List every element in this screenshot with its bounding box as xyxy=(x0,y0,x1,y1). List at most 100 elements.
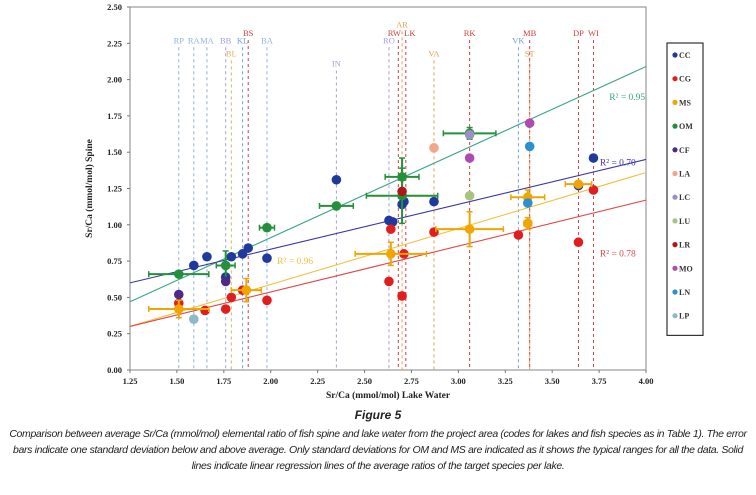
x-tick-label: 2.75 xyxy=(404,376,419,386)
x-tick-label: 3.50 xyxy=(545,376,560,386)
legend-label-ln: LN xyxy=(679,288,690,297)
lake-label-dp: DP xyxy=(573,28,584,38)
plot-area xyxy=(129,6,647,371)
lake-label-kl: KL xyxy=(237,35,248,45)
lake-label-wi: WI xyxy=(588,28,599,38)
data-point-ms xyxy=(573,179,584,189)
data-point-cg xyxy=(573,237,584,248)
legend-marker-cf xyxy=(672,147,678,153)
lake-label-mb: MB xyxy=(523,28,537,38)
data-point-ms xyxy=(173,304,184,314)
data-point-om xyxy=(173,269,184,279)
data-point-lc xyxy=(464,129,475,140)
x-tick-label: 1.75 xyxy=(216,376,231,386)
x-tick-label: 1.25 xyxy=(123,376,138,386)
legend-label-om: OM xyxy=(679,122,693,131)
y-tick-label: 2.25 xyxy=(107,38,122,48)
data-point-ms xyxy=(386,249,396,259)
legend-marker-ln xyxy=(672,289,678,295)
data-point-cg xyxy=(220,304,231,314)
lake-label-ba: BA xyxy=(261,35,274,45)
data-point-cc xyxy=(243,243,254,253)
x-tick-label: 3.00 xyxy=(451,376,466,386)
y-tick-label: 0.25 xyxy=(107,329,122,339)
y-tick-label: 2.00 xyxy=(107,75,122,85)
lake-label-ra: RA xyxy=(188,35,201,45)
legend-marker-lu xyxy=(672,218,678,224)
y-tick-label: 1.00 xyxy=(107,220,122,230)
legend-label-cc: CC xyxy=(679,51,691,60)
lake-label-vk: VK xyxy=(512,35,525,45)
data-point-cf xyxy=(173,289,184,300)
data-point-ln xyxy=(524,141,535,152)
data-point-om xyxy=(262,222,272,233)
data-point-lu xyxy=(464,190,475,201)
figure-label: Figure 5 xyxy=(354,408,402,422)
y-tick-label: 0.75 xyxy=(107,256,122,266)
lake-label-st: ST xyxy=(525,48,536,58)
data-point-cc xyxy=(429,196,439,207)
x-tick-label: 2.25 xyxy=(310,376,325,386)
data-point-cg xyxy=(386,224,396,234)
lake-label-bb: BB xyxy=(220,35,232,45)
x-tick-label: 3.25 xyxy=(498,376,513,386)
x-tick-label: 1.50 xyxy=(169,376,184,386)
lake-label-ma: MA xyxy=(200,35,215,45)
data-point-ms xyxy=(522,218,533,229)
lake-label-rp: RP xyxy=(174,35,185,45)
legend-label-lc: LC xyxy=(679,193,690,202)
legend-marker-om xyxy=(672,123,678,129)
data-point-mo xyxy=(524,118,535,128)
y-tick-label: 1.75 xyxy=(107,111,122,121)
legend-marker-lp xyxy=(672,313,678,319)
data-point-om xyxy=(220,260,231,271)
legend xyxy=(666,42,704,336)
lake-label-va: VA xyxy=(428,48,440,58)
legend-label-ms: MS xyxy=(679,98,692,107)
data-point-cc xyxy=(226,251,237,262)
legend-marker-lc xyxy=(672,194,678,200)
lake-label-ar: AR xyxy=(396,19,408,29)
r-squared-label-om: R² = 0.95 xyxy=(609,93,645,103)
lake-label-bl: BL xyxy=(226,48,237,58)
data-point-cc xyxy=(202,251,212,262)
data-point-cg xyxy=(588,185,599,195)
x-tick-label: 2.00 xyxy=(263,376,278,386)
data-point-cc xyxy=(262,253,272,263)
data-point-cg xyxy=(397,291,407,301)
y-tick-label: 0.00 xyxy=(107,365,122,375)
lake-label-in: IN xyxy=(332,59,341,69)
legend-label-cf: CF xyxy=(679,146,690,155)
lake-label-ro: RO xyxy=(383,35,395,45)
legend-marker-ms xyxy=(672,99,678,105)
lake-label-bs: BS xyxy=(243,28,254,38)
data-point-cc xyxy=(387,217,398,227)
legend-label-lu: LU xyxy=(679,217,690,226)
y-tick-label: 2.50 xyxy=(107,2,122,12)
data-point-cg xyxy=(384,276,394,287)
x-axis-label: Sr/Ca (mmol/mol) Lake Water xyxy=(326,390,451,401)
data-point-om xyxy=(331,201,342,211)
legend-marker-lr xyxy=(672,242,678,248)
data-point-cc xyxy=(588,153,599,163)
y-tick-label: 0.50 xyxy=(107,292,122,302)
regression-line-ms xyxy=(129,172,647,327)
legend-marker-cc xyxy=(672,52,678,58)
x-tick-label: 3.75 xyxy=(592,376,607,386)
legend-label-la: LA xyxy=(679,170,690,179)
y-tick-label: 1.25 xyxy=(107,184,122,194)
x-tick-label: 4.00 xyxy=(639,376,654,386)
legend-label-cg: CG xyxy=(679,75,691,84)
data-point-la xyxy=(429,143,439,153)
lake-label-lk: LK xyxy=(404,28,416,38)
data-point-cc xyxy=(331,174,342,185)
legend-marker-cg xyxy=(672,76,678,82)
y-tick-label: 1.50 xyxy=(107,147,122,157)
data-point-cg xyxy=(226,292,237,303)
legend-marker-la xyxy=(672,170,678,177)
legend-marker-mo xyxy=(672,265,678,271)
data-point-cf xyxy=(220,276,231,287)
data-point-ms xyxy=(464,224,475,234)
data-point-cc xyxy=(188,260,199,271)
data-point-lr xyxy=(397,186,407,197)
